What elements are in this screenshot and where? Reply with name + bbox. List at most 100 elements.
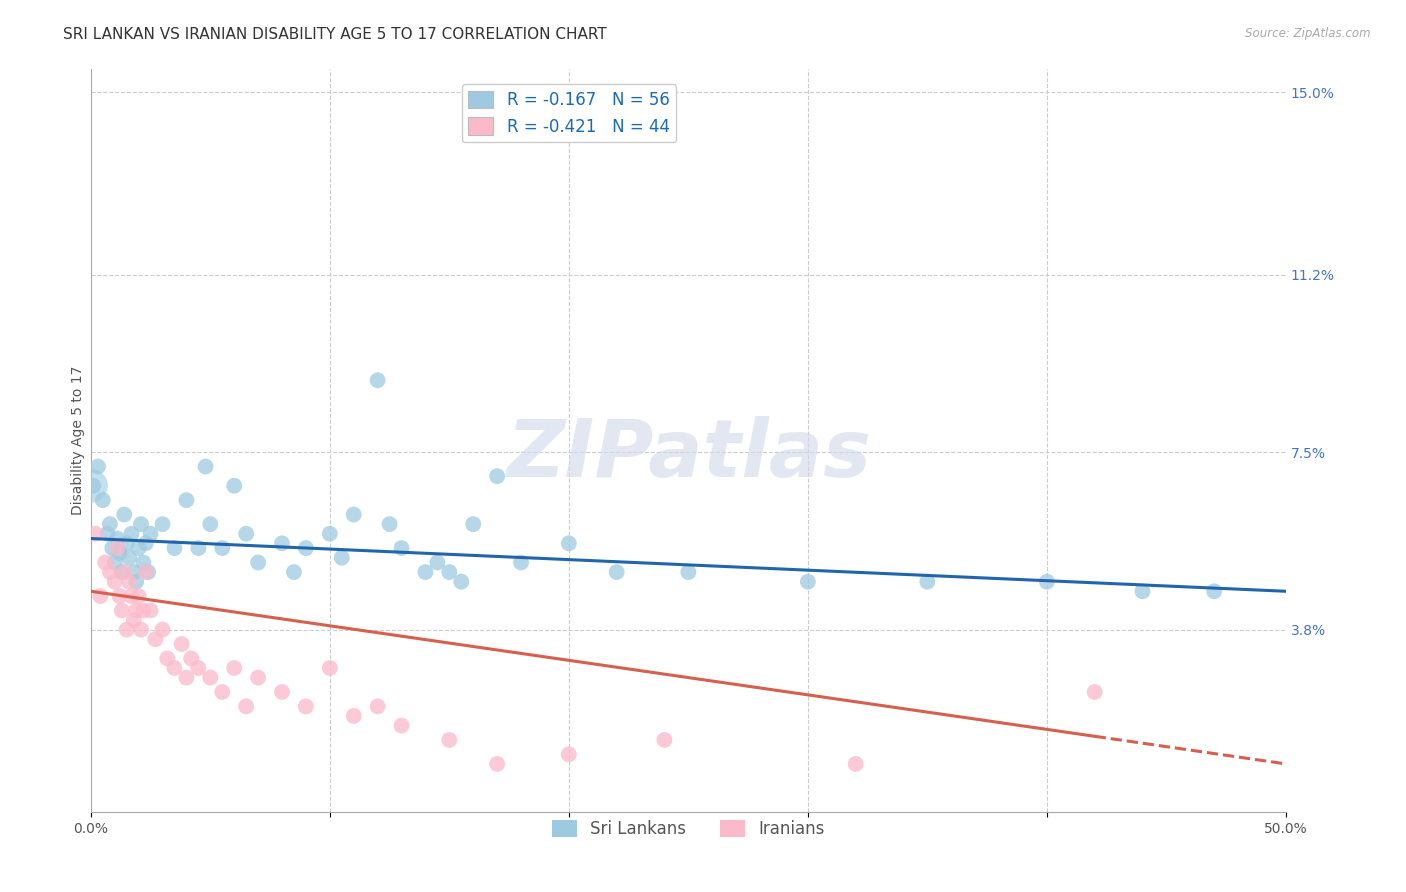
Point — [104, 574, 127, 589]
Point — [486, 756, 509, 771]
Point — [378, 517, 401, 532]
Point — [845, 756, 868, 771]
Point — [84, 526, 107, 541]
Text: SRI LANKAN VS IRANIAN DISABILITY AGE 5 TO 17 CORRELATION CHART: SRI LANKAN VS IRANIAN DISABILITY AGE 5 T… — [63, 27, 607, 42]
Point — [558, 536, 581, 550]
Point — [426, 556, 449, 570]
Point — [486, 469, 509, 483]
Point — [132, 603, 155, 617]
Point — [367, 373, 389, 387]
Point — [176, 493, 198, 508]
Point — [200, 517, 222, 532]
Point — [91, 493, 114, 508]
Point — [111, 565, 134, 579]
Point — [391, 718, 413, 732]
Point — [111, 603, 134, 617]
Point — [143, 632, 166, 647]
Point — [319, 526, 342, 541]
Point — [415, 565, 437, 579]
Point — [343, 709, 366, 723]
Point — [122, 613, 145, 627]
Point — [450, 574, 472, 589]
Point — [176, 671, 198, 685]
Point — [439, 565, 461, 579]
Point — [235, 526, 257, 541]
Point — [139, 603, 162, 617]
Point — [80, 479, 103, 493]
Point — [180, 651, 202, 665]
Point — [120, 589, 142, 603]
Point — [200, 671, 222, 685]
Point — [330, 550, 353, 565]
Point — [122, 565, 145, 579]
Point — [187, 661, 209, 675]
Point — [89, 589, 111, 603]
Point — [224, 479, 246, 493]
Point — [96, 526, 118, 541]
Point — [271, 536, 294, 550]
Point — [108, 589, 131, 603]
Point — [82, 479, 104, 493]
Point — [156, 651, 179, 665]
Point — [295, 541, 318, 555]
Point — [606, 565, 628, 579]
Point — [1036, 574, 1059, 589]
Point — [132, 556, 155, 570]
Point — [343, 508, 366, 522]
Point — [105, 532, 128, 546]
Point — [163, 541, 186, 555]
Point — [129, 623, 152, 637]
Point — [115, 623, 138, 637]
Point — [917, 574, 939, 589]
Point — [98, 565, 121, 579]
Point — [115, 536, 138, 550]
Point — [187, 541, 209, 555]
Point — [118, 574, 141, 589]
Point — [112, 565, 135, 579]
Point — [1204, 584, 1226, 599]
Point — [211, 541, 233, 555]
Point — [211, 685, 233, 699]
Point — [125, 603, 148, 617]
Y-axis label: Disability Age 5 to 17: Disability Age 5 to 17 — [72, 366, 86, 515]
Point — [463, 517, 485, 532]
Point — [120, 526, 142, 541]
Point — [118, 550, 141, 565]
Point — [194, 459, 217, 474]
Point — [170, 637, 193, 651]
Point — [224, 661, 246, 675]
Point — [105, 541, 128, 555]
Text: ZIPatlas: ZIPatlas — [506, 416, 870, 494]
Text: Source: ZipAtlas.com: Source: ZipAtlas.com — [1246, 27, 1371, 40]
Point — [112, 508, 135, 522]
Point — [1084, 685, 1107, 699]
Point — [319, 661, 342, 675]
Point — [129, 517, 152, 532]
Point — [87, 459, 110, 474]
Point — [510, 556, 533, 570]
Point — [367, 699, 389, 714]
Point — [558, 747, 581, 762]
Point — [136, 565, 159, 579]
Point — [439, 733, 461, 747]
Point — [654, 733, 676, 747]
Point — [101, 541, 124, 555]
Point — [678, 565, 700, 579]
Point — [797, 574, 820, 589]
Point — [104, 556, 127, 570]
Point — [125, 574, 148, 589]
Point — [247, 671, 270, 685]
Point — [235, 699, 257, 714]
Point — [108, 546, 131, 560]
Point — [271, 685, 294, 699]
Point — [135, 536, 157, 550]
Point — [1132, 584, 1154, 599]
Point — [152, 517, 174, 532]
Point — [247, 556, 270, 570]
Point — [94, 556, 117, 570]
Point — [295, 699, 318, 714]
Point — [283, 565, 305, 579]
Point — [163, 661, 186, 675]
Point — [391, 541, 413, 555]
Point — [98, 517, 121, 532]
